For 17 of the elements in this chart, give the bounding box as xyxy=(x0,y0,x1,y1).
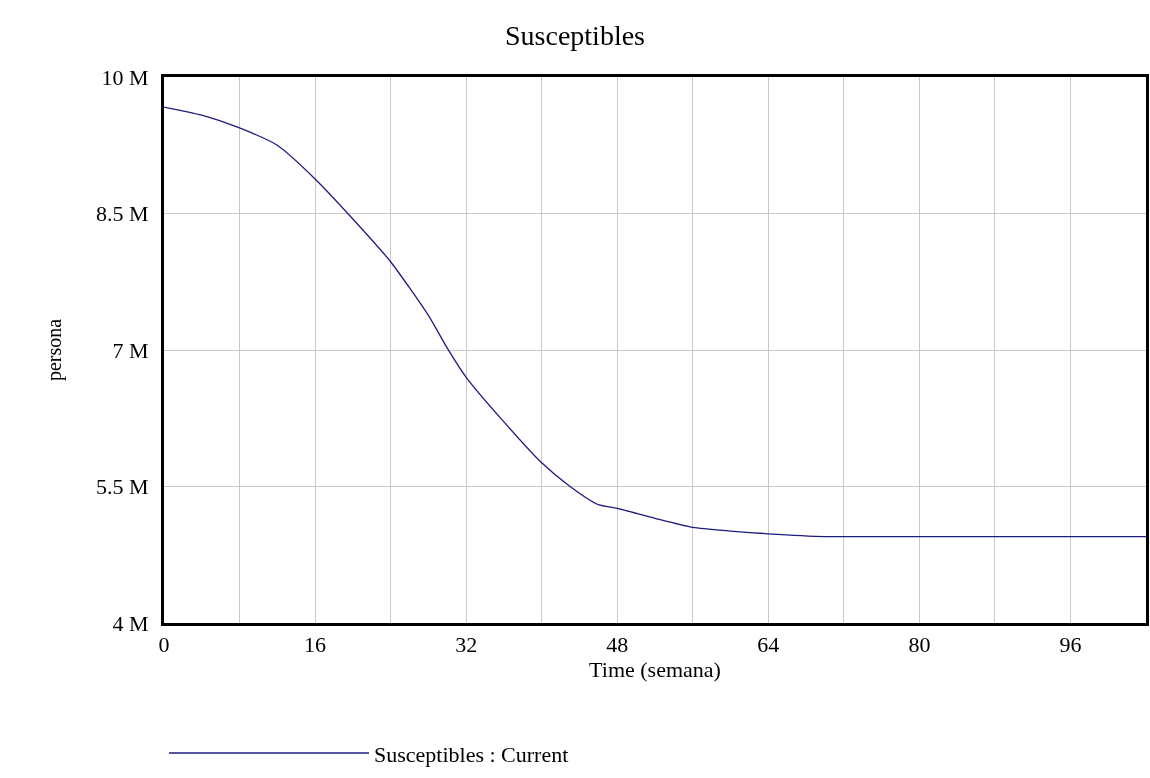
y-tick-label: 7 M xyxy=(112,337,149,363)
x-tick-label: 64 xyxy=(757,632,780,658)
x-tick-label: 0 xyxy=(158,632,170,658)
line-series xyxy=(164,106,1146,538)
x-tick-label: 48 xyxy=(606,632,629,658)
y-axis-title: persona xyxy=(42,318,66,382)
y-tick-label: 4 M xyxy=(112,610,149,636)
x-axis-title: Time (semana) xyxy=(589,657,721,683)
y-tick-label: 8.5 M xyxy=(96,201,149,227)
x-tick-label: 32 xyxy=(455,632,478,658)
chart-title: Susceptibles xyxy=(505,19,645,51)
x-tick-label: 16 xyxy=(304,632,327,658)
y-tick-label: 5.5 M xyxy=(96,474,149,500)
x-tick-label: 96 xyxy=(1059,632,1082,658)
text: Susceptibles : Current xyxy=(374,741,569,767)
x-tick-label: 80 xyxy=(908,632,931,658)
y-tick-label: 10 M xyxy=(101,64,149,90)
